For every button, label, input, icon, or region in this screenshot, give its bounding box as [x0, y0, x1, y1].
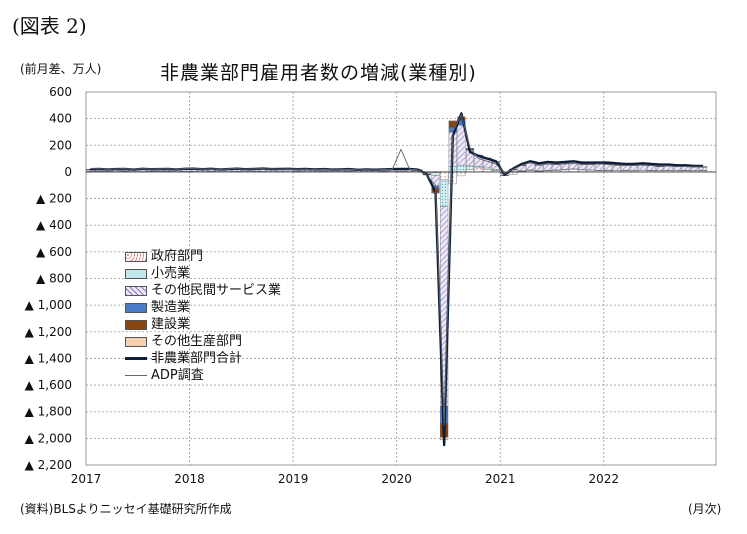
y-tick-label: ▲ 2,000 [25, 431, 72, 445]
x-tick-label: 2021 [485, 472, 516, 486]
y-tick-label: ▲ 1,000 [25, 298, 72, 312]
legend-line-swatch [125, 375, 147, 376]
x-tick-label: 2022 [589, 472, 620, 486]
bar-segment [681, 166, 690, 171]
legend-swatch [125, 302, 147, 313]
bar-segment [474, 167, 483, 173]
legend-swatch [125, 251, 147, 262]
bar-segment [474, 166, 483, 169]
bar-segment [664, 165, 673, 171]
legend-label: 建設業 [151, 317, 191, 332]
x-tick-label: 2020 [381, 472, 412, 486]
legend-line-swatch [125, 357, 147, 360]
legend-item: 建設業 [125, 316, 281, 333]
legend-swatch [125, 285, 147, 296]
series-line-adp [90, 114, 704, 426]
legend-swatch [125, 268, 147, 279]
bar-segment [457, 125, 466, 166]
bar-segment [647, 165, 656, 171]
x-tick-label: 2019 [278, 472, 309, 486]
x-tick-label: 2017 [71, 472, 102, 486]
chart-legend: 政府部門小売業その他民間サービス業 製造業建設業その他生産部門 非農業部門合計 ADP… [125, 248, 281, 384]
legend-swatch [125, 336, 147, 347]
y-tick-label: ▲ 1,200 [25, 325, 72, 339]
figure-label: (図表 2) [12, 14, 87, 38]
legend-item: 政府部門 [125, 248, 281, 265]
x-unit-label: (月次) [688, 502, 722, 516]
chart-title: 非農業部門雇用者数の増減(業種別) [160, 62, 477, 84]
y-tick-label: ▲ 800 [36, 272, 72, 286]
bar-segment [457, 171, 466, 177]
bar-segment [440, 179, 449, 207]
legend-item: その他生産部門 [125, 333, 281, 350]
legend-label: ADP調査 [151, 368, 204, 383]
y-tick-label: ▲ 1,600 [25, 378, 72, 392]
plot-frame [85, 91, 717, 466]
y-tick-label: 200 [49, 138, 72, 152]
bar-segment [543, 164, 552, 171]
legend-swatch [125, 319, 147, 330]
bar-segment [448, 120, 457, 122]
bar-segment [491, 169, 500, 171]
y-tick-label: 400 [49, 112, 72, 126]
legend-label: その他生産部門 [151, 334, 243, 349]
legend-item: 小売業 [125, 265, 281, 282]
bar-segment [699, 166, 708, 171]
legend-label: その他民間サービス業 [151, 283, 282, 298]
bar-segment [586, 164, 595, 171]
legend-label: 製造業 [151, 300, 191, 315]
y-tick-label: ▲ 1,400 [25, 351, 72, 365]
legend-item: その他民間サービス業 [125, 282, 281, 299]
bar-segment [483, 167, 492, 170]
bar-segment [431, 172, 440, 176]
x-tick-label: 2018 [174, 472, 205, 486]
bar-segment [629, 165, 639, 171]
y-unit-label: (前月差、万人) [20, 62, 102, 76]
bar-segment [690, 167, 699, 171]
bar-segment [595, 164, 604, 171]
legend-label: 小売業 [151, 266, 191, 281]
bar-segment [673, 166, 682, 171]
legend-item: ADP調査 [125, 367, 281, 384]
legend-item: 非農業部門合計 [125, 350, 281, 367]
bar-segment [655, 166, 664, 171]
bar-segment [526, 163, 535, 171]
y-tick-label: ▲ 1,800 [25, 405, 72, 419]
bar-segment [457, 165, 466, 173]
legend-label: 非農業部門合計 [151, 351, 243, 366]
y-tick-label: ▲ 200 [36, 192, 72, 206]
legend-item: 製造業 [125, 299, 281, 316]
y-tick-label: ▲ 400 [36, 218, 72, 232]
y-tick-label: ▲ 2,200 [25, 458, 72, 472]
bar-segment [552, 164, 561, 171]
bar-segment [621, 165, 630, 171]
y-tick-label: 600 [49, 85, 72, 99]
source-note: (資料)BLSよりニッセイ基礎研究所作成 [20, 502, 232, 516]
legend-label: 政府部門 [151, 249, 204, 264]
y-tick-label: ▲ 600 [36, 245, 72, 259]
bar-segment [440, 171, 449, 181]
y-tick-label: 0 [64, 165, 72, 179]
bar-segment [466, 165, 475, 170]
bar-segment [535, 165, 544, 171]
